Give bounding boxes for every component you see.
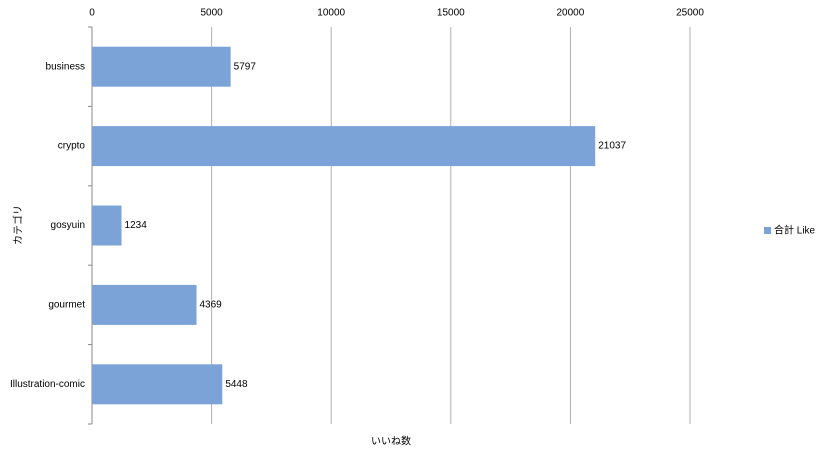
x-tick-label: 15000	[437, 8, 465, 19]
legend-label: 合計 Like	[774, 224, 816, 237]
data-label: 4369	[200, 300, 223, 311]
bar	[92, 126, 596, 167]
data-label: 5448	[225, 379, 248, 390]
x-tick-label: 10000	[317, 8, 345, 19]
bar	[92, 364, 223, 405]
data-label: 5797	[234, 61, 257, 72]
y-tick-label: business	[46, 61, 85, 72]
legend-marker	[764, 227, 771, 234]
x-tick-label: 5000	[200, 8, 223, 19]
x-axis-label: いいね数	[371, 435, 411, 448]
x-tick-label: 0	[89, 8, 95, 19]
y-tick-label: crypto	[58, 141, 86, 152]
x-tick-label: 20000	[556, 8, 584, 19]
data-label: 21037	[598, 141, 626, 152]
y-axis-label: カテゴリ	[12, 205, 25, 245]
bar	[92, 46, 231, 87]
y-tick-label: gourmet	[48, 300, 85, 311]
x-tick-label: 25000	[676, 8, 704, 19]
bar	[92, 205, 122, 246]
y-tick-label: Illustration-comic	[10, 379, 85, 390]
bar	[92, 284, 197, 325]
data-label: 1234	[125, 220, 148, 231]
y-tick-label: gosyuin	[51, 220, 85, 231]
